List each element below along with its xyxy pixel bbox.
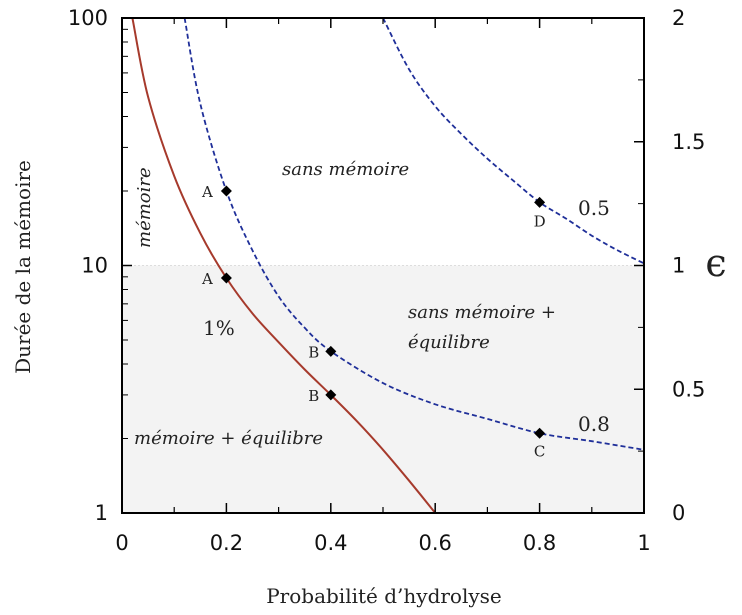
region-label-sans-memoire-equilibre-1: sans mémoire + — [408, 302, 556, 323]
curve-label-1pct: 1% — [203, 316, 235, 340]
tick-labels: 0 0.2 0.4 0.6 0.8 1 1 10 100 0 0.5 1 1.5 2 — [68, 6, 706, 555]
region-label-sans-memoire: sans mémoire — [282, 159, 409, 180]
region-label-sans-memoire-equilibre-2: équilibre — [408, 332, 490, 353]
data-point-A — [220, 185, 232, 197]
point-label-A: A — [201, 270, 213, 288]
y-axis-title: Durée de la mémoire — [11, 160, 35, 374]
plot-frame — [121, 17, 645, 514]
data-point-D — [534, 196, 546, 208]
data-point-A — [220, 272, 232, 284]
series-line-1pct — [131, 18, 436, 513]
point-label-C: C — [534, 442, 545, 460]
equilibrium-shaded-region — [122, 265, 644, 513]
series-line-0-8 — [183, 18, 644, 451]
y2-tick-label: 1.5 — [672, 130, 705, 154]
y2-tick-label: 0.5 — [672, 377, 705, 401]
y-tick-label: 10 — [81, 254, 108, 278]
x-tick-label: 0.4 — [314, 531, 347, 555]
x-tick-label: 1 — [637, 531, 650, 555]
x-tick-label: 0.8 — [523, 531, 556, 555]
x-tick-label: 0.2 — [210, 531, 243, 555]
y2-axis-title: ϵ — [705, 241, 726, 285]
x-axis-title: Probabilité d’hydrolyse — [266, 584, 502, 608]
y-tick-label: 1 — [95, 501, 108, 525]
y2-tick-label: 0 — [672, 501, 685, 525]
point-label-D: D — [534, 212, 546, 230]
x-tick-label: 0.6 — [418, 531, 451, 555]
data-point-C — [534, 427, 546, 439]
series-lines — [131, 18, 644, 513]
series-line-0-5 — [382, 18, 644, 265]
region-label-memoire: mémoire — [134, 167, 155, 248]
data-point-B — [325, 389, 337, 401]
point-label-A: A — [201, 183, 213, 201]
point-label-B: B — [308, 387, 319, 405]
curve-label-0-8: 0.8 — [578, 412, 610, 436]
data-point-B — [325, 345, 337, 357]
point-label-B: B — [308, 343, 319, 361]
region-label-memoire-equilibre: mémoire + équilibre — [134, 428, 323, 449]
y-tick-label: 100 — [68, 6, 108, 30]
y2-tick-label: 2 — [672, 6, 685, 30]
curve-label-0-5: 0.5 — [578, 196, 610, 220]
y2-tick-label: 1 — [672, 254, 685, 278]
x-tick-label: 0 — [115, 531, 128, 555]
data-points: A A B B C D — [201, 183, 546, 460]
